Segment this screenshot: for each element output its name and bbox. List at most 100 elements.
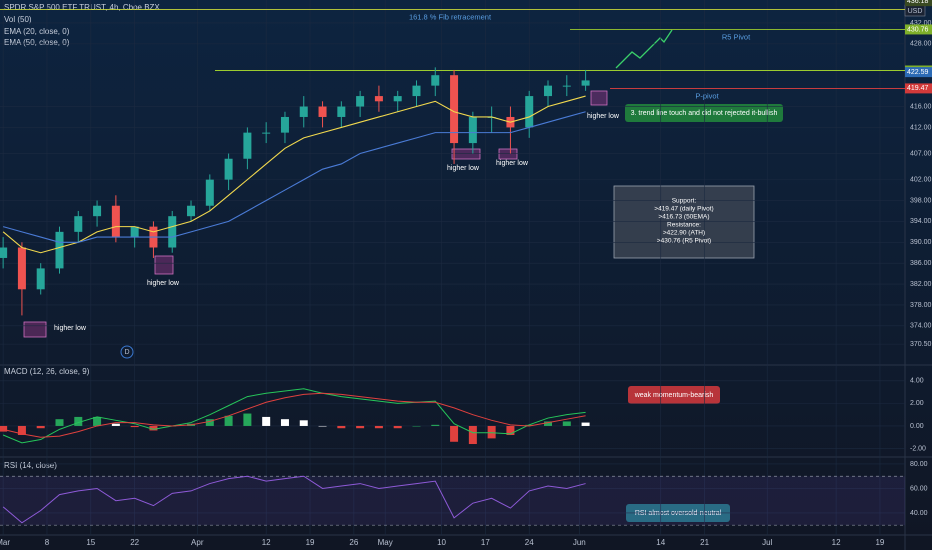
histogram-bar: [450, 425, 459, 442]
histogram-bar: [356, 425, 365, 429]
x-tick-label: 15: [86, 538, 95, 547]
highlight-box: [23, 321, 47, 338]
y-tick-label: 428.00: [910, 41, 932, 48]
candle-body: [431, 75, 440, 86]
histogram-bar: [318, 425, 327, 427]
histogram-bar: [468, 425, 477, 445]
histogram-bar: [337, 425, 346, 429]
price-badge-label: 419.47: [907, 85, 929, 92]
y-tick-label: 402.00: [910, 176, 932, 183]
price-badge-label: 430.76: [907, 26, 929, 33]
annotation: higher low: [147, 280, 180, 287]
candle-body: [168, 216, 177, 248]
candle-body: [205, 179, 214, 206]
ema-line: [2, 95, 586, 254]
indicator-label: Vol (50): [4, 15, 32, 24]
candle-body: [55, 231, 64, 269]
y-tick-label: 382.00: [910, 281, 932, 288]
x-tick-label: 12: [832, 538, 841, 547]
annotation: higher low: [587, 113, 620, 120]
y-tick-label: 60.00: [910, 485, 928, 492]
legend-entry: EMA (20, close, 0): [4, 27, 70, 36]
price-badge: [905, 83, 932, 94]
histogram-bar: [280, 419, 289, 426]
histogram-bar: [111, 423, 120, 426]
y-tick-label: -2.00: [910, 445, 926, 452]
histogram-bar: [262, 416, 271, 426]
note-line: >419.47 (daily Pivot): [654, 206, 713, 213]
candle-body: [224, 158, 233, 180]
candle-body: [562, 85, 571, 87]
histogram-bar: [544, 421, 553, 426]
price-badge-label: 436.18: [907, 0, 929, 5]
level-label: P-pivot: [695, 91, 719, 100]
annotation: higher low: [447, 165, 480, 172]
price-badge: [905, 24, 932, 35]
x-tick-label: 21: [700, 538, 709, 547]
x-tick-label: Jun: [573, 538, 586, 547]
x-tick-label: 24: [525, 538, 534, 547]
histogram-bar: [93, 416, 102, 426]
y-tick-label: 432.00: [910, 20, 932, 27]
highlight-box: [451, 148, 481, 160]
candle-body: [393, 96, 402, 102]
event-marker: [120, 345, 134, 359]
price-badge: [905, 0, 932, 7]
y-tick-label: 394.00: [910, 218, 932, 225]
x-tick-label: 22: [130, 538, 139, 547]
note-line: >416.73 (50EMA): [658, 214, 709, 221]
y-tick-label: 398.00: [910, 197, 932, 204]
histogram-bar: [149, 425, 158, 431]
ema-line: [2, 111, 586, 243]
histogram-bar: [525, 424, 534, 426]
x-tick-label: 19: [875, 538, 884, 547]
y-tick-label: 412.00: [910, 124, 932, 131]
histogram-bar: [506, 425, 515, 435]
rsi-line: [2, 475, 586, 524]
y-tick-label: 4.00: [910, 378, 924, 385]
annotation: higher low: [54, 325, 87, 332]
note-line: Support:: [672, 198, 697, 205]
x-tick-label: 19: [306, 538, 315, 547]
y-tick-label: 80.00: [910, 461, 928, 468]
histogram-bar: [224, 415, 233, 426]
macd-line: [2, 388, 586, 444]
annotation: higher low: [496, 160, 529, 167]
candle-body: [544, 85, 553, 97]
candle-body: [17, 247, 26, 290]
event-marker-label: D: [124, 349, 129, 356]
callout-box: [625, 104, 783, 122]
y-tick-label: 0.00: [910, 423, 924, 430]
x-tick-label: 8: [45, 538, 50, 547]
candle-body: [318, 106, 327, 117]
histogram-bar: [562, 421, 571, 426]
projection-arrow: [615, 29, 673, 69]
candle-body: [356, 96, 365, 107]
candle-body: [262, 132, 271, 134]
histogram-bar: [17, 425, 26, 435]
x-tick-label: 26: [349, 538, 358, 547]
legend-entry: EMA (50, close, 0): [4, 38, 70, 47]
candle-body: [299, 106, 308, 117]
callout: 3. trend line touch and did not rejected…: [631, 110, 778, 117]
histogram-bar: [205, 419, 214, 426]
histogram-bar: [393, 425, 402, 429]
histogram-bar: [374, 425, 383, 429]
histogram-bar: [36, 425, 45, 429]
candle-body: [374, 96, 383, 102]
chart-title: SPDR S&P 500 ETF TRUST, 4h, Cboe BZX: [4, 3, 160, 12]
x-tick-label: 14: [656, 538, 665, 547]
note-line: Resistance:: [667, 222, 701, 229]
histogram-bar: [0, 425, 8, 432]
candle-body: [111, 205, 120, 238]
pane-title: RSI (14, close): [4, 461, 57, 470]
histogram-bar: [243, 413, 252, 426]
candle-body: [468, 116, 477, 144]
level-label: 161.8 % Fib retracement: [409, 12, 492, 21]
currency: USD: [908, 8, 923, 15]
candle-body: [525, 96, 534, 128]
y-tick-label: 374.00: [910, 323, 932, 330]
x-tick-label: 12: [262, 538, 271, 547]
candle-body: [337, 106, 346, 117]
